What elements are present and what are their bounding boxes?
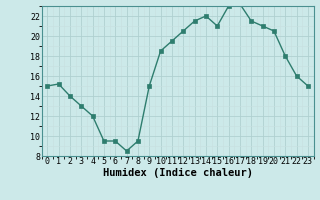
X-axis label: Humidex (Indice chaleur): Humidex (Indice chaleur) (103, 168, 252, 178)
